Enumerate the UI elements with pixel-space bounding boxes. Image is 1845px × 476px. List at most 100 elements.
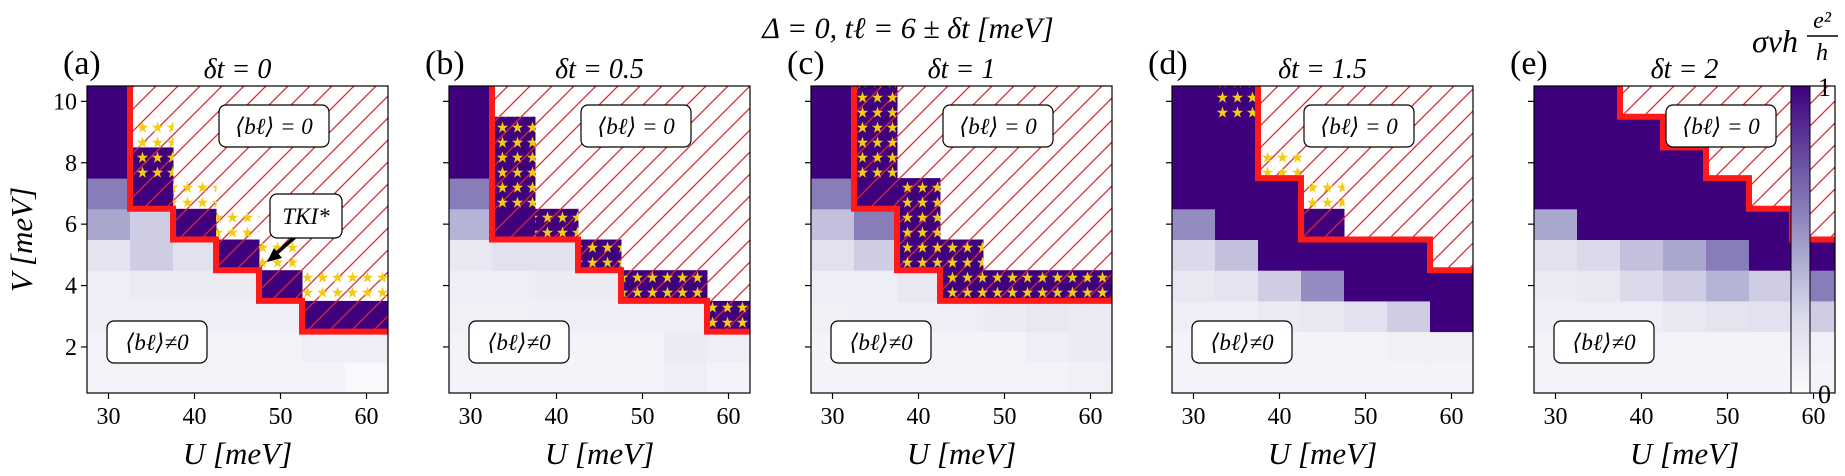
heatmap-cell — [130, 208, 174, 240]
heatmap-cell — [1258, 239, 1302, 271]
heatmap-cell — [259, 362, 303, 394]
heatmap-cell — [87, 116, 131, 148]
heatmap-cell — [578, 331, 622, 363]
heatmap-cell — [1215, 270, 1259, 302]
heatmap-cell — [1172, 86, 1216, 118]
tki-star-cell — [1301, 178, 1345, 210]
trivial-phase-region — [1301, 208, 1473, 240]
heatmap-cell — [1172, 208, 1216, 240]
x-tick-label: 60 — [1440, 404, 1464, 430]
colorbar-gradient — [1790, 85, 1811, 394]
label-bl-zero: ⟨bℓ⟩ = 0 — [597, 114, 675, 139]
panel-title: δt = 1.5 — [1278, 54, 1367, 85]
label-bl-zero: ⟨bℓ⟩ = 0 — [1682, 114, 1760, 139]
heatmap-cell — [216, 331, 260, 363]
heatmap-cell — [1172, 116, 1216, 148]
tki-star-cell — [897, 239, 941, 271]
heatmap-cell — [621, 362, 665, 394]
panel-3: 30 40 50 60 U [meV] (d) δt = 1.5 ⟨bℓ⟩ = 0 ⟨bℓ⟩≠0 — [1148, 45, 1474, 471]
heatmap-cell — [1620, 362, 1664, 394]
label-bl-nonzero-box — [106, 320, 208, 364]
y-tick-label: 6 — [65, 212, 77, 238]
phase-boundary-line — [489, 86, 750, 335]
label-bl-zero-box — [1303, 104, 1415, 148]
heatmap-cell — [1620, 270, 1664, 302]
label-bl-nonzero: ⟨bℓ⟩≠0 — [1572, 330, 1636, 355]
label-bl-zero: ⟨bℓ⟩ = 0 — [235, 114, 313, 139]
tki-star-cell — [897, 178, 941, 210]
label-bl-zero: ⟨bℓ⟩ = 0 — [959, 114, 1037, 139]
heatmap-cell — [1215, 116, 1259, 148]
trivial-phase-region — [1430, 239, 1473, 271]
tki-annotation-box — [269, 193, 343, 239]
heatmap-cell — [1663, 239, 1707, 271]
heatmap-cell — [897, 270, 941, 302]
tki-star-cell — [940, 270, 984, 302]
heatmap-cell — [449, 208, 493, 240]
heatmap-cell — [1258, 178, 1302, 210]
heatmap-cell — [1430, 270, 1474, 302]
heatmap-cell — [87, 178, 131, 210]
label-bl-zero: ⟨bℓ⟩ = 0 — [1320, 114, 1398, 139]
tki-star-cell — [130, 116, 174, 148]
heatmap-cell — [664, 331, 708, 363]
heatmap-cell — [1387, 331, 1431, 363]
label-bl-zero-box — [942, 104, 1054, 148]
tki-star-cell — [854, 147, 898, 179]
heatmap-cell — [940, 362, 984, 394]
heatmap-cell — [130, 362, 174, 394]
tki-star-cell — [983, 270, 1027, 302]
x-tick-label: 50 — [993, 404, 1017, 430]
heatmap-cell — [1749, 331, 1793, 363]
heatmap-cell — [130, 270, 174, 302]
tki-arrow-head — [267, 248, 282, 262]
tki-star-cell — [707, 300, 751, 333]
heatmap-cell — [1749, 362, 1793, 394]
tki-star-cell — [492, 178, 536, 210]
heatmap-cell — [1026, 300, 1070, 333]
heatmap-cell — [492, 270, 536, 302]
trivial-phase-region — [302, 300, 388, 333]
heatmap-cell — [1577, 147, 1621, 179]
heatmap-cell — [1215, 178, 1259, 210]
heatmap-cell — [449, 239, 493, 271]
axes-frame — [448, 85, 751, 394]
heatmap-cell — [449, 362, 493, 394]
tki-star-cell — [940, 239, 984, 271]
panel-title: δt = 1 — [928, 54, 996, 85]
panel-1: 30 40 50 60 U [meV] (b) δt = 0.5 ⟨bℓ⟩ = 0 ⟨bℓ⟩≠0 — [425, 45, 751, 471]
panel-2: 30 40 50 60 U [meV] (c) δt = 1 ⟨bℓ⟩ = 0 ⟨bℓ⟩≠0 — [787, 45, 1113, 471]
panel-letter: (e) — [1510, 45, 1548, 82]
heatmap-cell — [492, 239, 536, 271]
x-tick-label: 60 — [717, 404, 741, 430]
heatmap-cell — [1215, 147, 1259, 179]
label-bl-nonzero-box — [468, 320, 570, 364]
heatmap-cell — [940, 331, 984, 363]
heatmap-cell — [449, 178, 493, 210]
heatmap-cell — [578, 300, 622, 333]
colorbar: 1 0 σvh e² h — [1752, 8, 1838, 409]
panel-4: 30 40 50 60 U [meV] (e) δt = 2 ⟨bℓ⟩ = 0 ⟨bℓ⟩≠0 — [1510, 45, 1836, 471]
heatmap-cell — [1172, 362, 1216, 394]
heatmap-cell — [811, 178, 855, 210]
colorbar-unit-numerator: e² — [1813, 8, 1832, 34]
heatmap-cell — [897, 362, 941, 394]
heatmap-cell — [1663, 362, 1707, 394]
trivial-phase-region — [1706, 147, 1835, 179]
trivial-phase-region — [492, 208, 750, 240]
figure-suptitle: Δ = 0, tℓ = 6 ± δt [meV] — [761, 12, 1053, 45]
heatmap-cell — [1387, 270, 1431, 302]
heatmap-cell — [707, 331, 751, 363]
heatmap-cell — [1577, 178, 1621, 210]
panel-letter: (d) — [1148, 45, 1188, 82]
heatmap-cell — [1069, 331, 1113, 363]
trivial-phase-region — [854, 178, 1112, 210]
heatmap-cell — [1387, 239, 1431, 271]
label-bl-zero-box — [218, 104, 330, 148]
heatmap-cell — [854, 208, 898, 240]
heatmap-cell — [1172, 147, 1216, 179]
x-tick-label: 30 — [821, 404, 845, 430]
heatmap-cell — [1430, 331, 1474, 363]
heatmap-cell — [1749, 208, 1793, 240]
